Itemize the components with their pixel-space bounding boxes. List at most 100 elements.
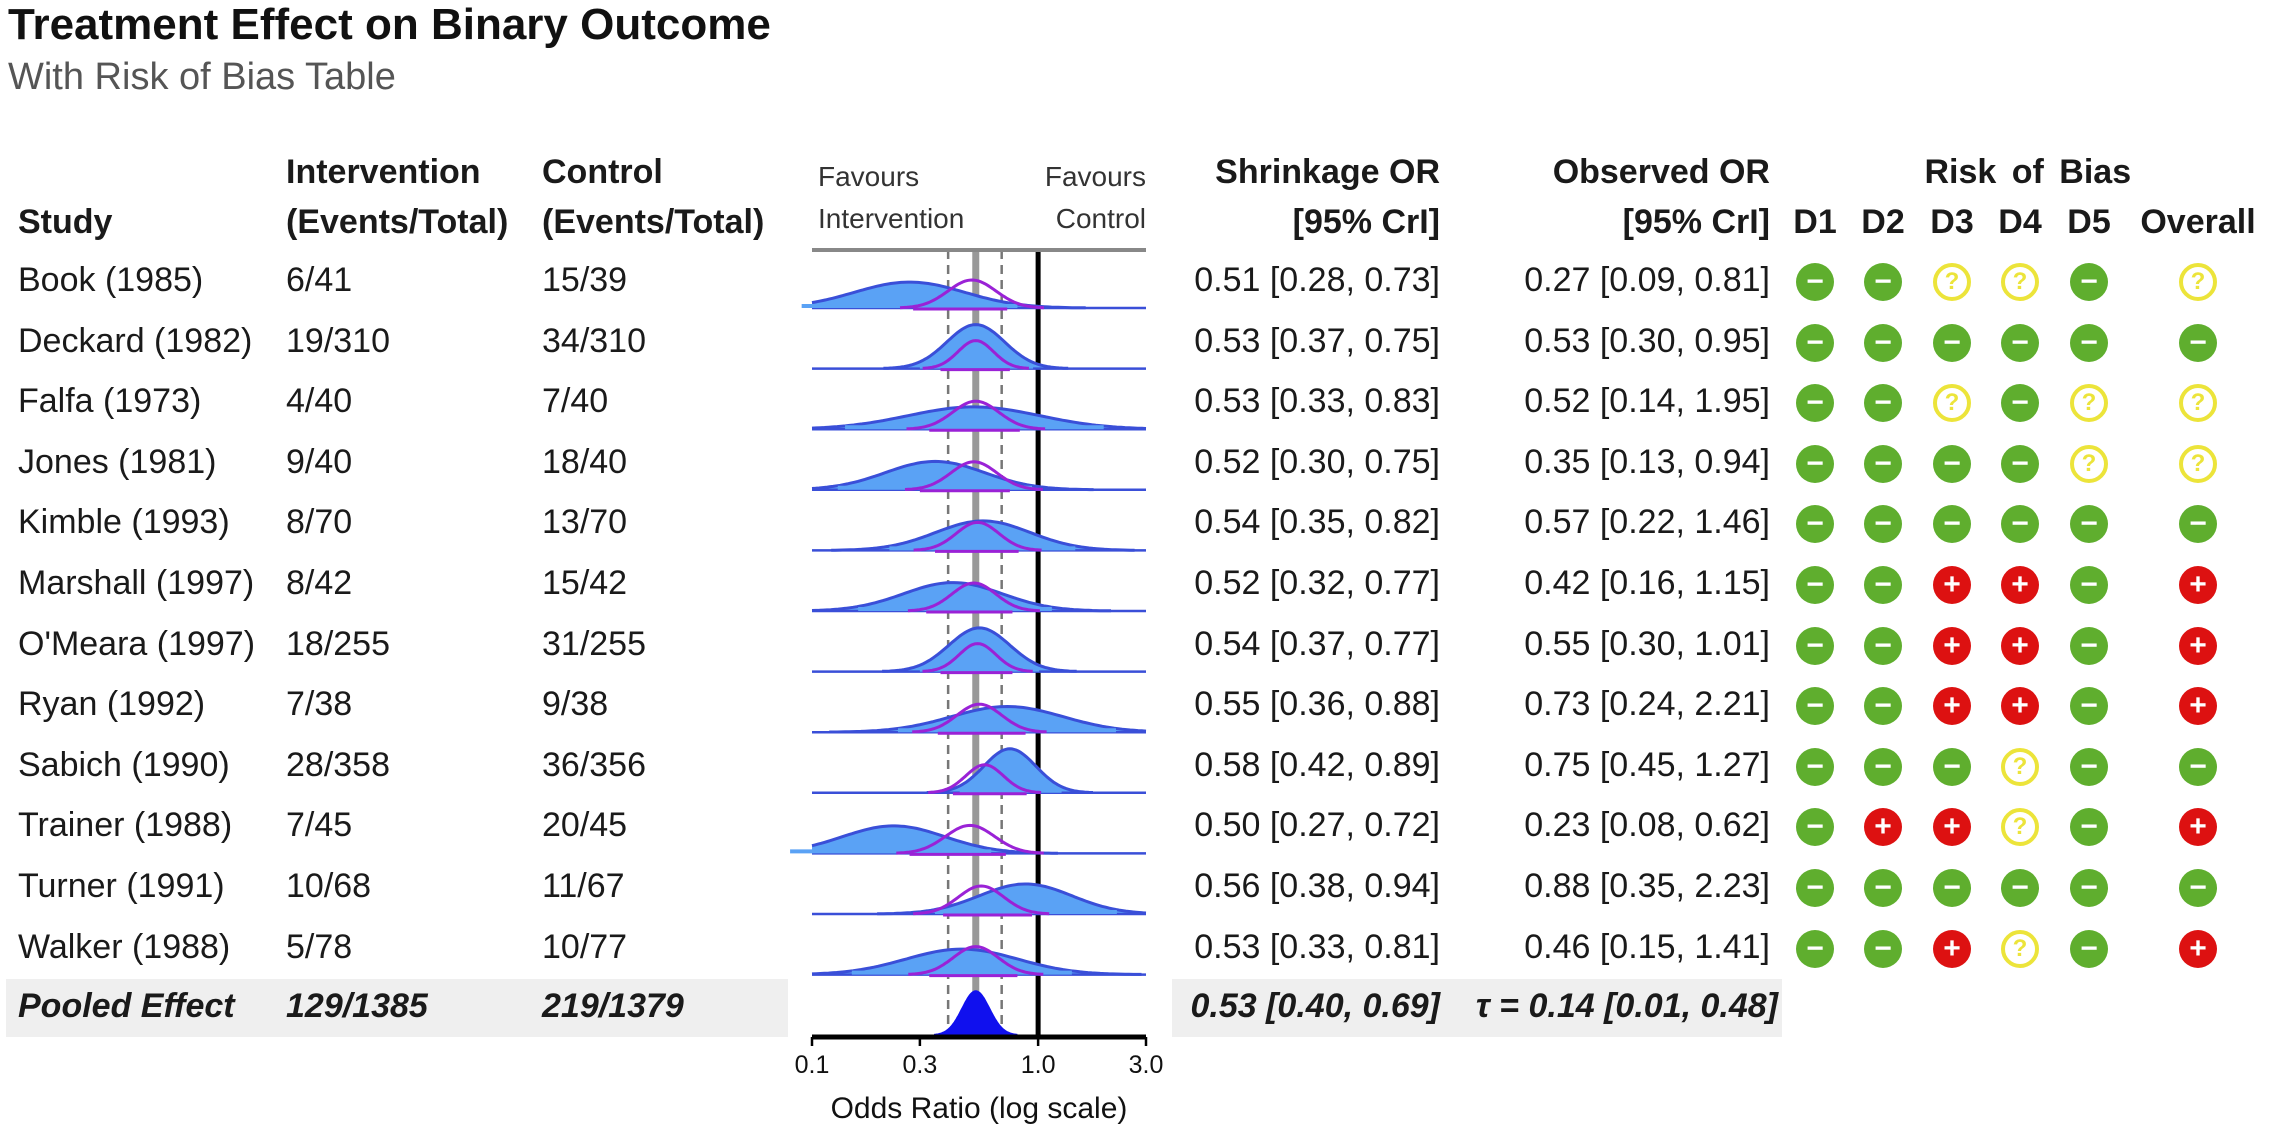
rob-low-icon: − [1864,687,1902,726]
rob-low-icon: − [2070,687,2108,726]
rob-high-icon: + [2001,566,2039,604]
favours-control-label-sub: Control [1055,203,1146,234]
shrinkage-density-line [906,399,1046,431]
header-observed-sub: [95% CrI] [1622,203,1770,241]
control-events: 18/40 [542,442,628,481]
rob-low-icon: − [1864,869,1902,907]
rob-low-icon: − [1796,323,1834,362]
intervention-events: 19/310 [286,321,390,360]
x-tick-label: 0.1 [795,1051,830,1079]
pooled-intervention: 129/1385 [286,987,428,1025]
rob-low-icon: − [1864,384,1902,423]
study-name: Falfa (1973) [18,382,202,421]
rob-some-icon: ? [2070,384,2108,423]
header-rob-overall: Overall [2140,203,2256,241]
control-events: 31/255 [542,624,646,663]
rob-low-icon: − [2001,869,2039,907]
control-events: 15/39 [542,261,628,299]
observed-density-line [883,323,1069,370]
header-shrinkage-sub: [95% CrI] [1292,203,1440,241]
control-events: 34/310 [542,321,646,360]
shrinkage-density-line [908,945,1044,976]
header-rob-d4: D4 [1998,203,2042,241]
rob-low-icon: − [1933,444,1971,483]
rob-high-icon: + [2179,929,2217,968]
study-name: Trainer (1988) [18,806,233,845]
rob-high-icon: + [2179,566,2217,604]
observed-density-fill [831,520,1135,551]
rob-low-icon: − [1933,869,1971,907]
favours-intervention-label: Favours [818,161,920,192]
study-name: Turner (1991) [18,867,225,905]
x-axis-title: Odds Ratio (log scale) [831,1092,1128,1125]
control-events: 7/40 [542,382,609,421]
observed-density-fill [812,825,1058,854]
study-name: Kimble (1993) [18,503,230,542]
shrinkage-density-line [928,763,1042,794]
x-tick-label: 1.0 [1021,1051,1056,1079]
intervention-events: 7/45 [286,806,353,845]
rob-some-icon: ? [2001,747,2039,786]
rob-some-icon: ? [1933,384,1971,423]
observed-density-fill [882,627,1077,672]
rob-low-icon: − [2179,323,2217,362]
observed-or: 0.35 [0.13, 0.94] [1524,442,1770,481]
pooled-tau: τ = 0.14 [0.01, 0.48] [1475,987,1778,1025]
intervention-events: 7/38 [286,685,353,724]
shrinkage-or: 0.52 [0.32, 0.77] [1194,564,1440,602]
rob-low-icon: − [1796,687,1834,726]
rob-low-icon: − [1796,444,1834,483]
observed-density-line [877,882,1147,916]
observed-density-line [811,947,1142,976]
shrinkage-density-line [907,581,1040,613]
observed-or: 0.23 [0.08, 0.62] [1524,806,1770,845]
control-events: 15/42 [542,564,628,602]
shrinkage-density-line [913,520,1042,552]
rob-low-icon: − [1933,323,1971,362]
intervention-events: 4/40 [286,382,353,421]
shrinkage-or: 0.54 [0.37, 0.77] [1194,624,1440,663]
rob-low-icon: − [2070,929,2108,968]
rob-low-icon: − [1796,505,1834,544]
x-tick-label: 3.0 [1129,1051,1164,1079]
header-study: Study [18,203,113,241]
rob-high-icon: + [2179,626,2217,665]
shrinkage-density-line [904,460,1043,491]
study-name: Sabich (1990) [18,745,230,784]
rob-some-icon: ? [2179,444,2217,483]
study-name: Book (1985) [18,261,204,299]
chart-title: Treatment Effect on Binary Outcome [8,0,771,49]
rob-low-icon: − [1796,869,1834,907]
rob-low-icon: − [1796,263,1834,301]
pooled-row-background [6,979,788,1037]
x-tick-label: 0.3 [903,1051,938,1079]
rob-low-icon: − [2179,505,2217,544]
rob-high-icon: + [1933,929,1971,968]
observed-density-line [811,405,1147,430]
rob-low-icon: − [2179,869,2217,907]
rob-low-icon: − [1864,929,1902,968]
header-intervention: Intervention [286,153,481,191]
shrinkage-or: 0.53 [0.33, 0.83] [1194,382,1440,421]
observed-or: 0.73 [0.24, 2.21] [1524,685,1770,724]
study-name: Ryan (1992) [18,685,206,724]
rob-high-icon: + [1933,626,1971,665]
shrinkage-density-line [896,823,1044,855]
rob-some-icon: ? [2179,384,2217,423]
pooled-control: 219/1379 [542,987,684,1025]
control-events: 11/67 [542,867,625,905]
shrinkage-or: 0.50 [0.27, 0.72] [1194,806,1440,845]
rob-low-icon: − [1864,747,1902,786]
pooled-shrinkage-or: 0.53 [0.40, 0.69] [1190,987,1440,1025]
rob-low-icon: − [2070,626,2108,665]
shrinkage-or: 0.58 [0.42, 0.89] [1194,745,1440,784]
rob-high-icon: + [2179,687,2217,726]
intervention-events: 18/255 [286,624,390,663]
rob-low-icon: − [2001,384,2039,423]
rob-high-icon: + [2179,808,2217,847]
observed-or: 0.57 [0.22, 1.46] [1524,503,1770,542]
header-control: Control [542,153,663,191]
shrinkage-or: 0.54 [0.35, 0.82] [1194,503,1440,542]
shrinkage-or: 0.53 [0.33, 0.81] [1194,927,1440,966]
observed-density-line [882,626,1077,673]
